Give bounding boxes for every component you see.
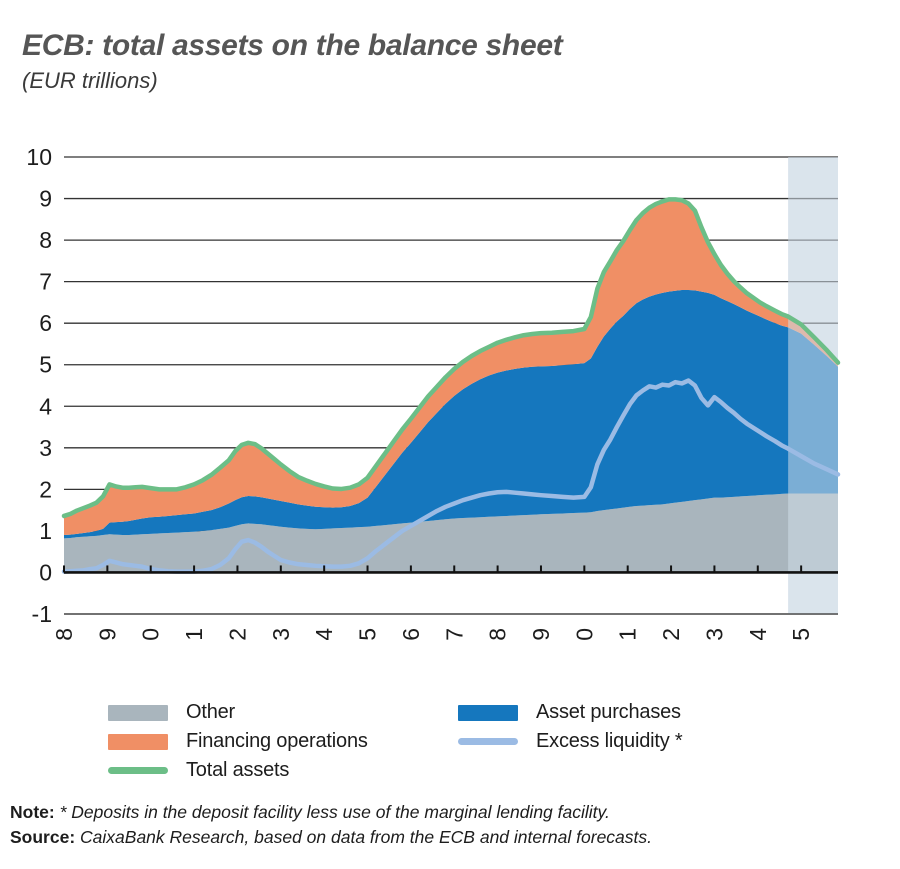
legend-item[interactable]: Other [108, 698, 368, 727]
y-tick-label: 2 [39, 476, 52, 502]
chart-legend: Other Financing operations Total assets As… [108, 698, 868, 781]
x-tick-label: 2023 [701, 628, 727, 640]
x-tick-label: 2022 [658, 628, 684, 640]
x-tick-label: 2021 [615, 628, 641, 640]
x-tick-label: 2009 [94, 628, 120, 640]
legend-item-label: Total assets [186, 759, 290, 781]
y-tick-label: 5 [39, 352, 52, 378]
y-tick-label: 4 [39, 393, 52, 419]
stacked-areas [64, 199, 838, 573]
x-tick-label: 2020 [571, 628, 597, 640]
legend-swatch-icon [458, 738, 518, 745]
legend-swatch-icon [108, 704, 168, 721]
page-subtitle: (EUR trillions) [22, 68, 158, 94]
x-tick-label: 2011 [181, 628, 207, 640]
x-tick-label: 2018 [485, 628, 511, 640]
x-tick-label: 2024 [745, 628, 771, 640]
forecast-overlay [788, 157, 838, 614]
note-text: * Deposits in the deposit facility less … [59, 802, 610, 822]
x-tick-label: 2017 [441, 628, 467, 640]
legend-item[interactable]: Total assets [108, 756, 368, 785]
line-total-assets [61, 197, 841, 519]
page-title: ECB: total assets on the balance sheet [22, 29, 563, 62]
footnotes: Note: * Deposits in the deposit facility… [10, 800, 890, 850]
area-chart: -101234567891020082009201020112012201320… [26, 144, 841, 640]
x-tick-label: 2016 [398, 628, 424, 640]
y-tick-label: 1 [39, 518, 52, 544]
legend-item[interactable]: Financing operations [108, 727, 368, 756]
y-tick-label: -1 [32, 601, 52, 627]
y-tick-label: 3 [39, 435, 52, 461]
x-tick-label: 2014 [311, 628, 337, 640]
area-series-asset-purchases [64, 289, 838, 539]
y-tick-label: 9 [39, 186, 52, 212]
source-line: Source: CaixaBank Research, based on dat… [10, 825, 890, 850]
source-label: Source: [10, 826, 76, 847]
x-tick-label: 2010 [138, 628, 164, 640]
note-label: Note: [10, 802, 55, 822]
legend-swatch-icon [108, 733, 168, 750]
y-tick-label: 6 [39, 310, 52, 336]
y-tick-label: 8 [39, 227, 52, 253]
legend-item[interactable]: Asset purchases [458, 698, 682, 727]
legend-swatch-icon [458, 704, 518, 721]
note-line: Note: * Deposits in the deposit facility… [10, 800, 890, 825]
x-tick-label: 2008 [51, 628, 77, 640]
legend-item-label: Excess liquidity * [536, 730, 683, 752]
legend-swatch-icon [108, 767, 168, 774]
x-tick-label: 2015 [355, 628, 381, 640]
legend-item-label: Financing operations [186, 730, 368, 752]
legend-item[interactable]: Excess liquidity * [458, 727, 683, 756]
legend-item-label: Other [186, 701, 236, 723]
x-tick-label: 2019 [528, 628, 554, 640]
area-series-financing-operations [64, 199, 838, 536]
legend-column-right: Asset purchases Excess liquidity * [458, 698, 683, 756]
x-axis-ticks [63, 565, 803, 573]
y-axis-labels: -1 0 1 2 3 4 5 6 7 8 9 10 [26, 144, 52, 627]
area-series-other [64, 493, 838, 573]
source-text: CaixaBank Research, based on data from t… [80, 826, 653, 847]
x-tick-label: 2012 [224, 628, 250, 640]
y-tick-label: 0 [39, 559, 52, 585]
legend-column-left: Other Financing operations Total assets [108, 698, 368, 785]
y-tick-label: 7 [39, 269, 52, 295]
title-block: ECB: total assets on the balance sheet (… [22, 28, 882, 95]
x-tick-label: 2025 [788, 628, 814, 640]
chart-plot-area: -101234567891020082009201020112012201320… [0, 140, 900, 640]
x-axis-labels: 2008 2009 2010 2011 2012 2013 2014 2015 2016 2017… [51, 628, 814, 640]
x-tick-label: 2013 [268, 628, 294, 640]
y-tick-label: 10 [26, 144, 52, 170]
legend-item-label: Asset purchases [536, 701, 681, 723]
